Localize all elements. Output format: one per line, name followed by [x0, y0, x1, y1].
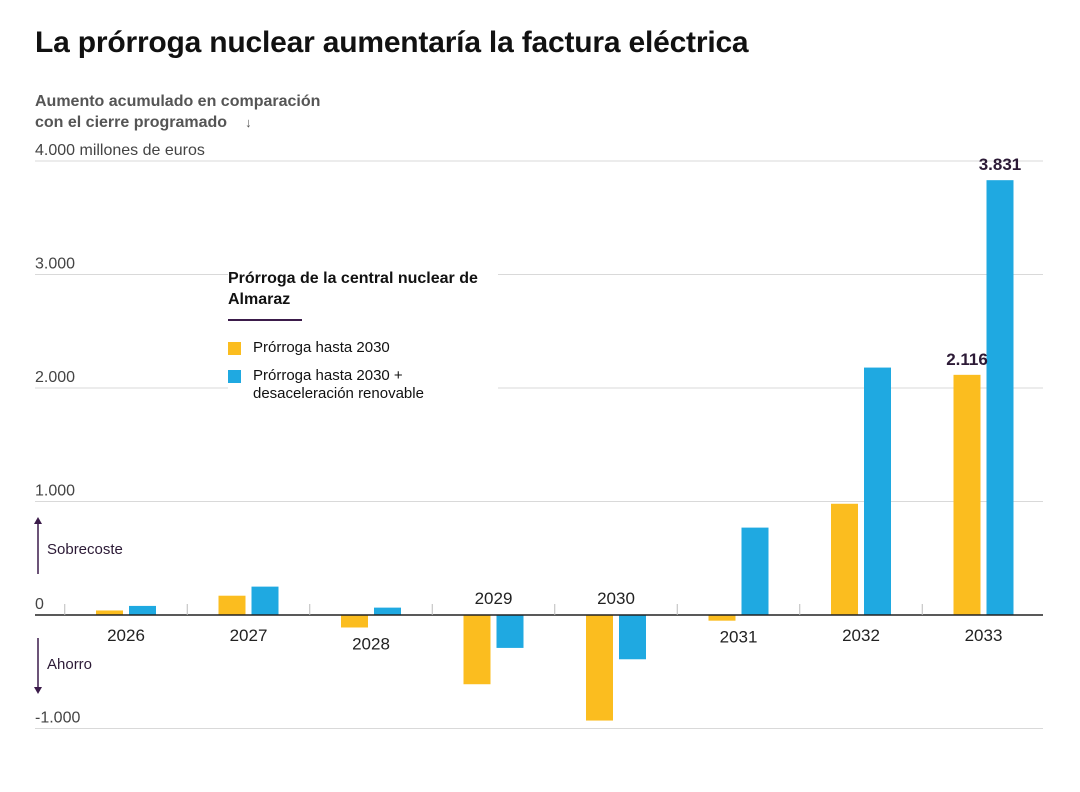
legend-swatch-series-2	[228, 370, 241, 383]
legend-divider	[228, 319, 302, 321]
y-tick-label: 2.000	[35, 369, 75, 386]
down-arrowhead-icon	[34, 687, 42, 694]
x-tick-label: 2031	[720, 628, 758, 647]
bar-series-1	[708, 615, 736, 621]
y-tick-label: 1.000	[35, 483, 75, 500]
bar-series-2	[619, 615, 646, 660]
chart-subtitle: Aumento acumulado en comparación con el …	[35, 91, 320, 133]
bar-series-1	[218, 595, 246, 615]
legend-item-series-2: Prórroga hasta 2030 + desaceleración ren…	[228, 367, 498, 403]
subtitle-line-2-text: con el cierre programado	[35, 114, 228, 131]
x-tick-label: 2028	[352, 634, 390, 653]
legend-swatch-series-1	[228, 342, 241, 355]
x-tick-label: 2030	[597, 589, 635, 608]
x-tick-label: 2033	[965, 626, 1003, 645]
y-tick-label: 4.000 millones de euros	[35, 142, 205, 159]
legend-label-series-2: Prórroga hasta 2030 + desaceleración ren…	[253, 367, 424, 402]
legend: Prórroga de la central nuclear de Almara…	[228, 268, 498, 419]
legend-item-series-1: Prórroga hasta 2030	[228, 339, 498, 357]
subtitle-line-2: con el cierre programado ↓	[35, 112, 320, 133]
y-tick-label: -1.000	[35, 710, 80, 727]
bar-series-2	[986, 180, 1014, 615]
chart-title: La prórroga nuclear aumentaría la factur…	[35, 26, 749, 59]
subtitle-line-1: Aumento acumulado en comparación	[35, 93, 321, 110]
data-label: 3.831	[979, 155, 1022, 174]
x-tick-label: 2029	[475, 589, 513, 608]
bar-series-2	[129, 605, 156, 615]
bar-series-1	[341, 615, 368, 628]
bar-series-2	[496, 615, 524, 648]
bar-series-1	[586, 615, 613, 721]
up-arrowhead-icon	[34, 517, 42, 524]
data-label: 2.116	[946, 350, 988, 369]
bar-series-2	[864, 367, 891, 615]
legend-label-series-1: Prórroga hasta 2030	[253, 339, 390, 356]
bar-series-2	[741, 527, 769, 615]
x-tick-label: 2026	[107, 626, 145, 645]
ahorro-label: Ahorro	[47, 656, 92, 673]
x-tick-label: 2027	[230, 626, 268, 645]
y-tick-label: 3.000	[35, 256, 75, 273]
sobrecoste-label: Sobrecoste	[47, 541, 123, 558]
legend-title: Prórroga de la central nuclear de Almara…	[228, 270, 478, 308]
bar-series-1	[96, 610, 123, 615]
bar-series-1	[463, 615, 491, 685]
bar-series-1	[953, 374, 981, 615]
bar-series-1	[831, 503, 858, 615]
bar-series-2	[251, 586, 279, 615]
bar-series-2	[374, 607, 401, 615]
y-tick-label: 0	[35, 596, 44, 613]
down-arrow-icon: ↓	[245, 115, 252, 130]
x-tick-label: 2032	[842, 626, 880, 645]
